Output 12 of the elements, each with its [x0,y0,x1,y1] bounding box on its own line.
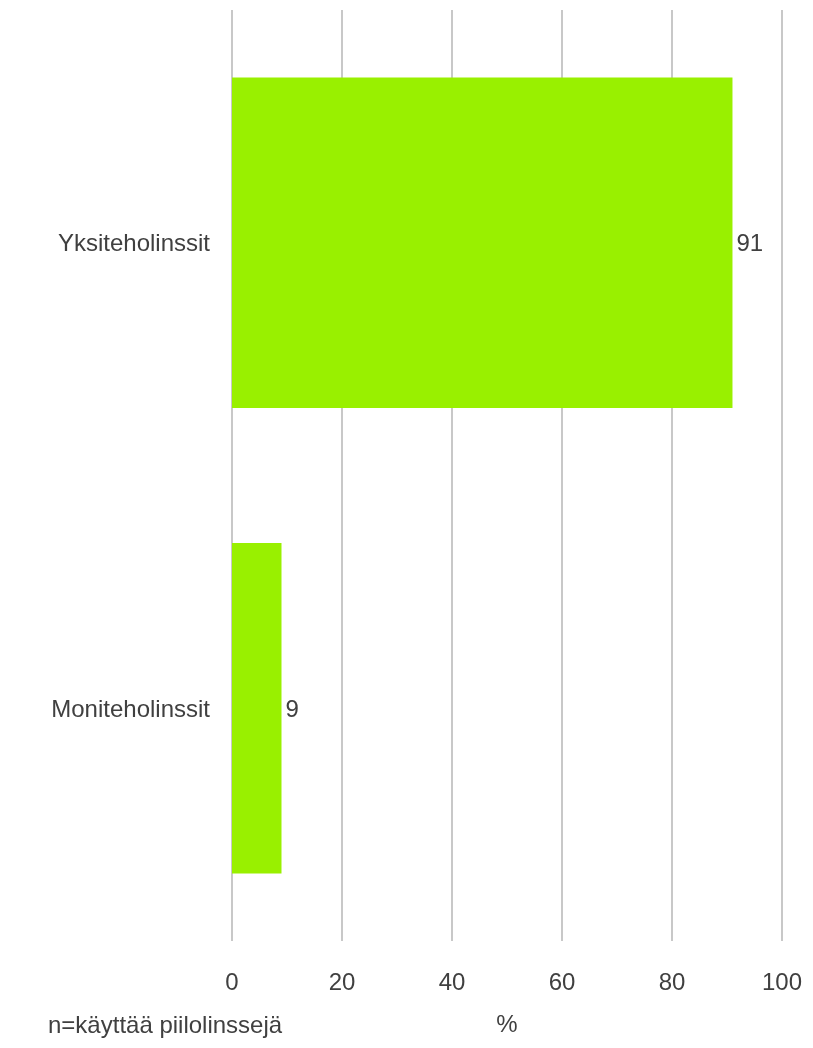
x-tick-label: 60 [548,967,576,995]
y-tick-label: Yksiteholinssit [57,229,211,257]
x-axis-title: % [496,1009,518,1037]
text: n=käyttää piilolinssejä [48,1010,283,1038]
data-label: 91 [736,229,764,257]
x-tick-label: 20 [328,967,356,995]
y-tick-label: Moniteholinssit [51,694,211,722]
x-tick-label: 40 [438,967,466,995]
data-label: 9 [285,694,299,722]
x-tick-label: 80 [658,967,686,995]
x-tick-label: 100 [761,967,802,995]
x-tick-label: 0 [225,967,239,995]
